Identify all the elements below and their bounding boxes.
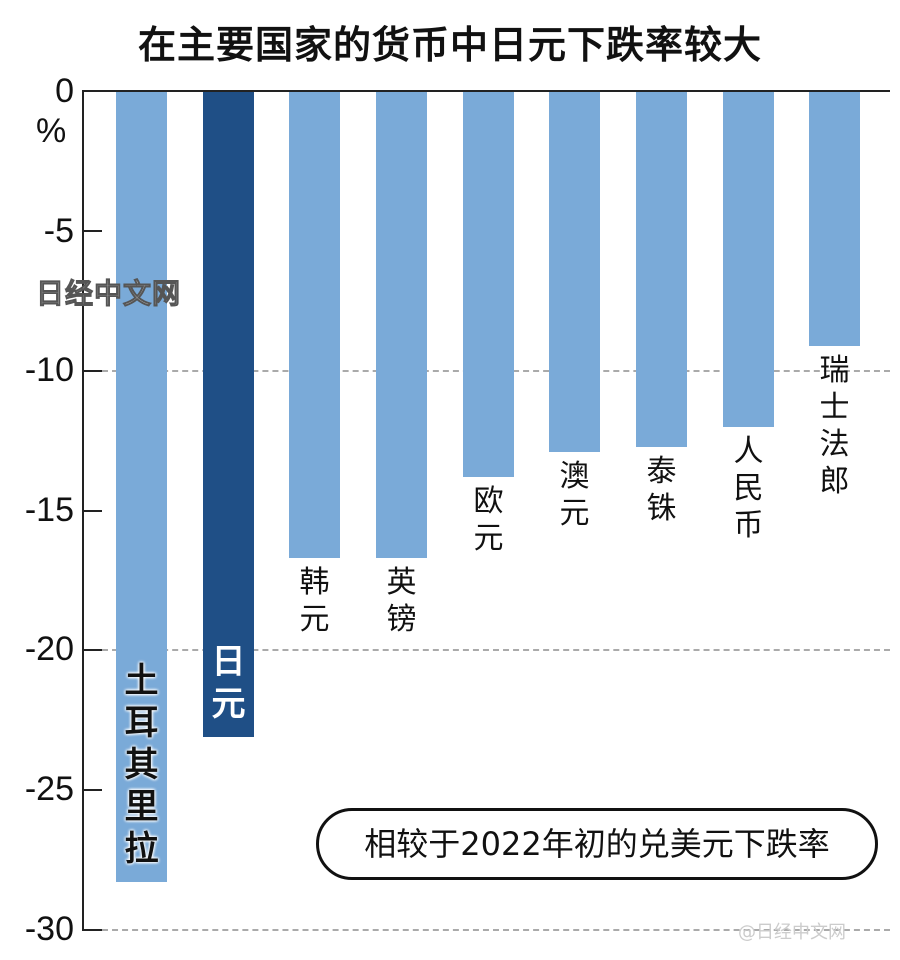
y-tick [84, 370, 102, 372]
bar [116, 92, 167, 883]
y-tick-label: 0 [55, 72, 74, 110]
bar [809, 92, 860, 347]
bar [203, 92, 254, 738]
y-tick [84, 649, 102, 651]
bar-label: 土耳其里拉 [124, 661, 159, 870]
bar-label: 欧元 [473, 484, 504, 557]
y-axis-unit: % [36, 112, 67, 150]
bar-label: 泰铢 [646, 453, 677, 526]
y-tick-label: -5 [43, 212, 74, 250]
chart-title: 在主要国家的货币中日元下跌率较大 [137, 23, 762, 67]
bar [636, 92, 687, 447]
y-tick-label: -20 [24, 630, 74, 668]
watermark-bottom: @日经中文网 [738, 922, 846, 943]
gridline [102, 929, 890, 931]
bar-label: 澳元 [559, 459, 590, 532]
y-tick-label: -15 [24, 491, 74, 529]
bar [549, 92, 600, 453]
bar-label: 韩元 [299, 565, 330, 638]
y-tick [84, 230, 102, 232]
watermark-top: 日经中文网 [35, 277, 182, 311]
zero-baseline [82, 90, 890, 92]
y-tick [84, 789, 102, 791]
subtitle-note: 相较于2022年初的兑美元下跌率 [316, 808, 878, 880]
gridline [102, 649, 890, 651]
y-tick [84, 929, 102, 931]
bar-label: 英镑 [386, 565, 417, 638]
y-tick-label: -10 [24, 351, 74, 389]
bar-label: 瑞士法郎 [819, 353, 850, 500]
y-tick-label: -30 [24, 910, 74, 948]
y-tick [84, 510, 102, 512]
bar [723, 92, 774, 428]
y-tick-label: -25 [24, 770, 74, 808]
bar [463, 92, 514, 478]
bar-label: 人民币 [733, 434, 764, 544]
bar [289, 92, 340, 559]
y-axis-line [82, 91, 84, 931]
bar-label: 日元 [211, 642, 246, 725]
bar [376, 92, 427, 559]
